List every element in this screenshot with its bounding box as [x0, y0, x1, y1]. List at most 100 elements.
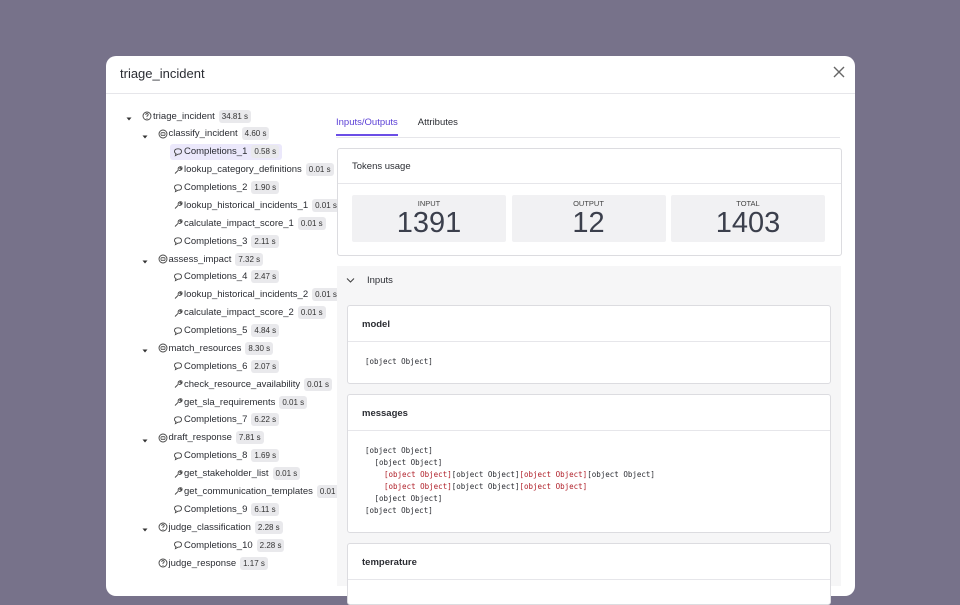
- code-line: [object Object]: [365, 505, 433, 517]
- icon-wrap: [142, 108, 152, 124]
- tree-row[interactable]: calculate_impact_score_1 0.01 s: [170, 215, 329, 231]
- code-line: [object Object]: [365, 356, 433, 368]
- tree-row[interactable]: Completions_4 2.47 s: [170, 269, 282, 285]
- close-button[interactable]: [833, 66, 845, 78]
- tree-row[interactable]: Completions_1 0.58 s: [170, 143, 283, 160]
- tree-row[interactable]: Completions_3 2.11 s: [170, 233, 282, 249]
- eval-icon: [158, 558, 167, 568]
- stat-value: 1391: [396, 207, 462, 239]
- agent-icon: [158, 433, 167, 443]
- tree-row[interactable]: draft_response 7.81 s: [155, 430, 267, 446]
- span-label: lookup_category_definitions: [184, 164, 302, 176]
- tab[interactable]: Inputs/Outputs: [336, 117, 398, 136]
- caret[interactable]: [140, 522, 150, 532]
- caret[interactable]: [140, 129, 150, 139]
- tree-row[interactable]: judge_response 1.17 s: [155, 555, 271, 571]
- icon-wrap: [173, 501, 183, 517]
- icon-wrap: [173, 412, 183, 428]
- icon-wrap: [173, 466, 183, 482]
- icon-wrap: [173, 180, 183, 196]
- duration-badge: 2.28 s: [254, 520, 283, 534]
- tree-row[interactable]: lookup_historical_incidents_1 0.01 s: [170, 197, 343, 213]
- span-label: check_resource_availability: [184, 378, 301, 390]
- code-token: [object Object]: [365, 357, 433, 366]
- tree-row[interactable]: Completions_5 4.84 s: [170, 323, 282, 339]
- tree-row[interactable]: triage_incident 34.81 s: [139, 108, 254, 124]
- tab[interactable]: Attributes: [417, 117, 458, 128]
- tree-row[interactable]: Completions_9 6.11 s: [170, 501, 282, 517]
- duration-badge: 7.81 s: [235, 431, 264, 445]
- caret-icon: [142, 135, 147, 139]
- tree-row[interactable]: assess_impact 7.32 s: [155, 251, 267, 267]
- tree-row[interactable]: Completions_7 6.22 s: [170, 412, 282, 428]
- tree-row[interactable]: classify_incident 4.60 s: [155, 126, 273, 142]
- tool-icon: [174, 398, 183, 406]
- span-label: assess_impact: [168, 253, 232, 265]
- llm-icon: [174, 326, 182, 336]
- tree-row[interactable]: Completions_8 1.69 s: [170, 448, 282, 464]
- span-label: Completions_7: [184, 414, 248, 426]
- tree-row[interactable]: Completions_6 2.07 s: [170, 358, 282, 374]
- caret-icon: [126, 117, 132, 121]
- tree-row[interactable]: lookup_historical_incidents_2 0.01 s: [170, 287, 343, 303]
- caret[interactable]: [140, 254, 150, 264]
- tab-divider: [336, 137, 840, 138]
- tree-row[interactable]: judge_classification 2.28 s: [155, 519, 286, 535]
- duration-badge: 0.01 s: [305, 163, 334, 177]
- caret-icon: [142, 528, 147, 532]
- span-label: Completions_10: [184, 539, 253, 551]
- tree-row[interactable]: check_resource_availability 0.01 s: [170, 376, 335, 392]
- tree-row[interactable]: match_resources 8.30 s: [155, 340, 277, 356]
- span-label: Completions_3: [184, 235, 248, 247]
- code-token: [object Object]: [384, 482, 452, 491]
- span-label: get_stakeholder_list: [184, 468, 269, 480]
- span-label: draft_response: [168, 432, 232, 444]
- stat-label: TOTAL: [736, 199, 760, 208]
- duration-badge: 0.01 s: [279, 395, 308, 409]
- caret[interactable]: [124, 111, 134, 121]
- agent-icon: [158, 254, 167, 264]
- tree-row[interactable]: Completions_2 1.90 s: [170, 180, 282, 196]
- tree-row[interactable]: get_sla_requirements 0.01 s: [170, 394, 310, 410]
- caret[interactable]: [140, 433, 150, 443]
- chevron: [346, 278, 355, 283]
- duration-badge: 6.22 s: [251, 413, 280, 427]
- tool-icon: [174, 308, 183, 317]
- tree-row[interactable]: Completions_10 2.28 s: [170, 537, 287, 553]
- token-stat: INPUT 1391: [352, 195, 506, 242]
- span-label: Completions_1: [184, 146, 248, 158]
- span-label: lookup_historical_incidents_1: [184, 199, 309, 211]
- span-label: Completions_5: [184, 325, 248, 337]
- llm-icon: [174, 273, 182, 282]
- tool-icon: [174, 291, 183, 299]
- llm-icon: [174, 541, 182, 550]
- param-card: messages [object Object] [object Object] [o…: [347, 394, 831, 533]
- icon-wrap: [173, 358, 183, 374]
- tree-row[interactable]: calculate_impact_score_2 0.01 s: [170, 305, 329, 321]
- span-label: Completions_4: [184, 271, 248, 283]
- code-line: [object Object][object Object][object Ob…: [365, 481, 587, 493]
- caret[interactable]: [140, 343, 150, 353]
- llm-icon: [174, 148, 182, 157]
- token-stat: TOTAL 1403: [671, 195, 825, 242]
- tool-icon: [174, 219, 183, 228]
- tree-row[interactable]: lookup_category_definitions 0.01 s: [170, 162, 337, 178]
- duration-badge: 2.28 s: [256, 538, 285, 552]
- icon-wrap: [173, 197, 183, 213]
- duration-badge: 7.32 s: [235, 252, 264, 266]
- caret-icon: [142, 349, 147, 353]
- code-token: [object Object]: [451, 470, 520, 479]
- param-name: model: [362, 319, 390, 330]
- inputs-header[interactable]: Inputs: [337, 266, 841, 296]
- divider: [338, 183, 841, 184]
- llm-icon: [174, 237, 182, 246]
- span-label: judge_response: [168, 557, 237, 569]
- param-card: model [object Object]: [347, 305, 831, 384]
- icon-wrap: [173, 537, 183, 553]
- span-label: match_resources: [168, 342, 242, 354]
- icon-wrap: [158, 430, 168, 446]
- tree-row[interactable]: get_communication_templates 0.01 s: [170, 483, 348, 499]
- tree-row[interactable]: get_stakeholder_list 0.01 s: [170, 466, 303, 482]
- span-label: get_communication_templates: [184, 485, 313, 497]
- code-line: [object Object]: [365, 445, 433, 457]
